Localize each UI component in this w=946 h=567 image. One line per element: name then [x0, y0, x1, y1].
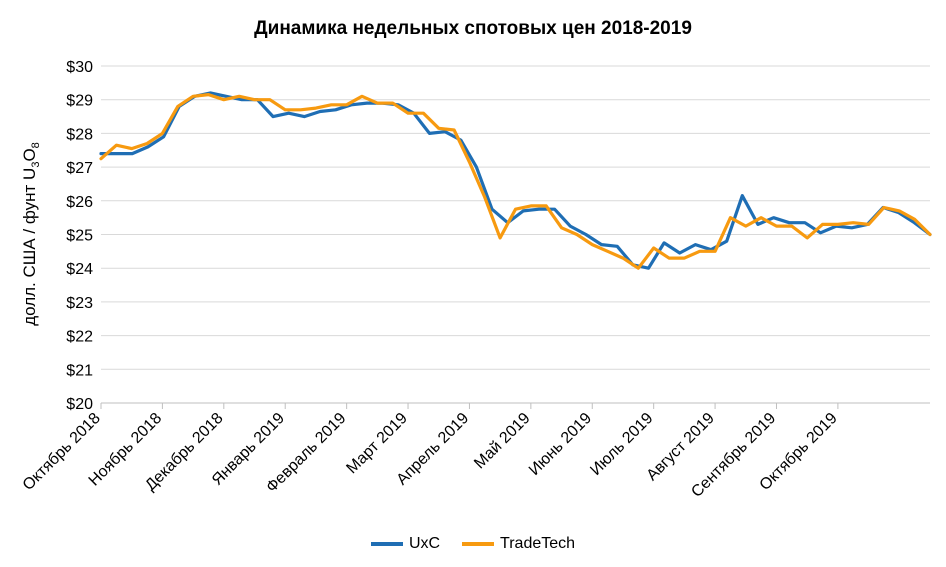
x-tick-label: Май 2019	[471, 410, 534, 473]
y-tick-label: $26	[66, 194, 93, 211]
legend-swatch-uxc	[370, 542, 403, 546]
y-tick-label: $30	[66, 59, 93, 76]
y-tick-label: $25	[66, 228, 93, 245]
series-line-tradetech	[99, 92, 932, 270]
y-tick-label: $22	[66, 329, 93, 346]
series-line-uxc	[99, 91, 932, 270]
y-tick-label: $27	[66, 160, 93, 177]
y-tick-label: $29	[66, 93, 93, 110]
y-tick-label: $24	[66, 261, 93, 278]
x-tick-label: Март 2019	[343, 410, 410, 477]
y-tick-label: $20	[66, 396, 93, 413]
y-tick-label: $21	[66, 362, 93, 379]
x-tick-label: Июнь 2019	[526, 410, 595, 479]
legend: UxC TradeTech	[0, 535, 946, 553]
legend-item-uxc: UxC	[370, 535, 441, 553]
legend-item-tradetech: TradeTech	[462, 535, 575, 553]
legend-swatch-tradetech	[462, 542, 495, 546]
chart-title: Динамика недельных спотовых цен 2018-201…	[254, 18, 692, 39]
y-tick-label: $28	[66, 126, 93, 143]
y-tick-label: $23	[66, 295, 93, 312]
legend-label-tradetech: TradeTech	[500, 535, 576, 552]
legend-label-uxc: UxC	[408, 535, 441, 552]
